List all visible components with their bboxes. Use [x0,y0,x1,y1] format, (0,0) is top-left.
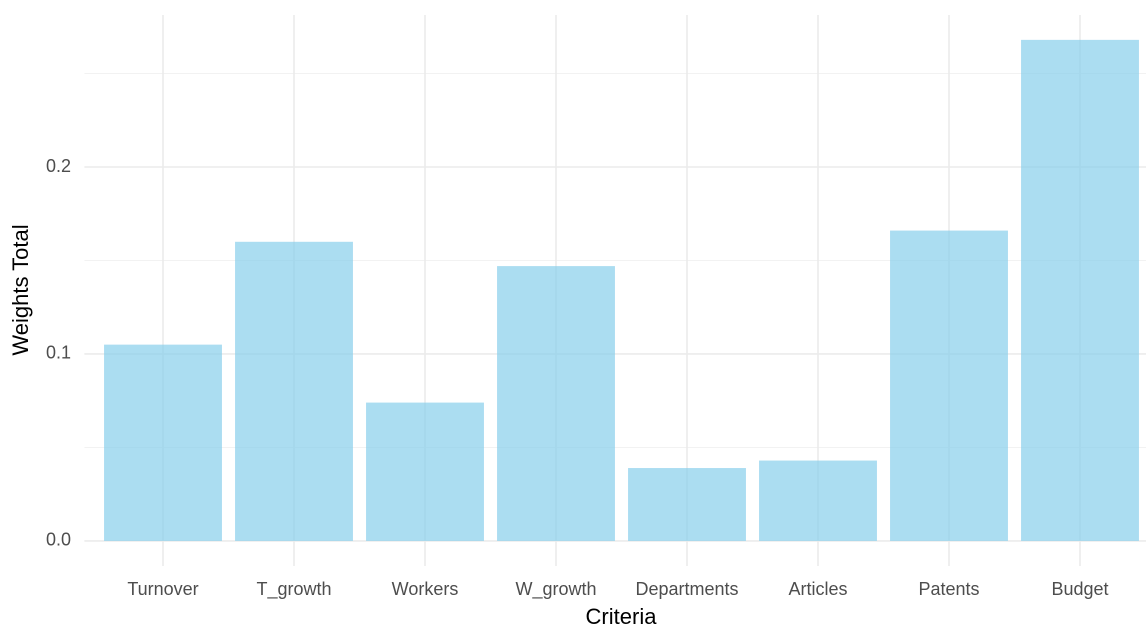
bar [366,402,484,541]
bar [104,344,222,541]
bar [497,266,615,541]
x-axis-title: Criteria [586,604,658,627]
x-tick-label: W_growth [515,579,596,600]
bar [1021,39,1139,541]
x-tick-label: Departments [635,579,738,599]
x-tick-label: Workers [392,579,459,599]
y-tick-label: 0.0 [46,530,71,550]
bar [235,241,353,541]
x-tick-label: T_growth [256,579,331,600]
y-tick-label: 0.2 [46,156,71,176]
x-tick-label: Turnover [127,579,198,599]
y-axis-title: Weights Total [8,224,33,355]
bar [628,468,746,541]
bar [759,460,877,541]
bar [890,230,1008,541]
y-tick-label: 0.1 [46,343,71,363]
x-tick-label: Articles [788,579,847,599]
x-tick-label: Budget [1051,579,1108,599]
x-tick-label: Patents [918,579,979,599]
